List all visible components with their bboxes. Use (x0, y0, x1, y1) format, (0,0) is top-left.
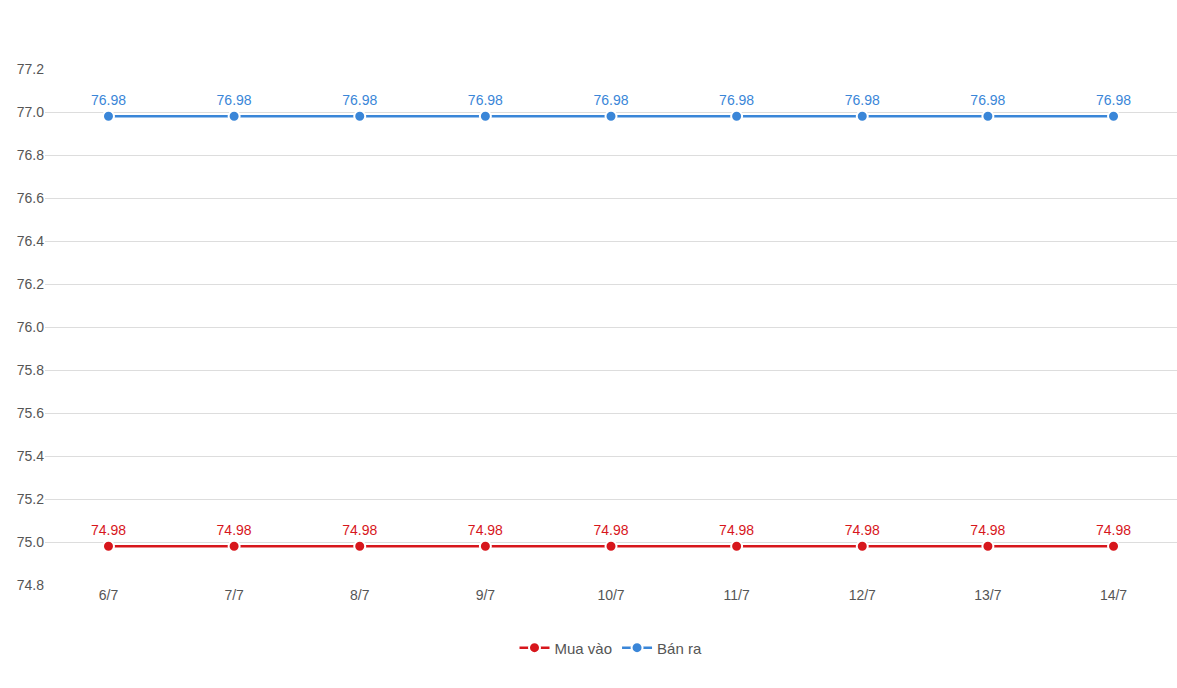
svg-text:Mua vào: Mua vào (555, 640, 613, 657)
svg-text:76.98: 76.98 (719, 92, 754, 108)
svg-text:11/7: 11/7 (724, 587, 750, 603)
svg-text:13/7: 13/7 (974, 587, 1001, 603)
svg-text:77.2: 77.2 (17, 61, 44, 77)
svg-text:Bán ra: Bán ra (657, 640, 702, 657)
svg-text:76.98: 76.98 (845, 92, 880, 108)
svg-text:75.4: 75.4 (17, 448, 44, 464)
svg-text:77.0: 77.0 (17, 104, 44, 120)
svg-text:75.8: 75.8 (17, 362, 44, 378)
svg-text:75.6: 75.6 (17, 405, 44, 421)
svg-text:74.98: 74.98 (845, 522, 880, 538)
svg-text:14/7: 14/7 (1100, 587, 1127, 603)
svg-text:76.8: 76.8 (17, 147, 44, 163)
svg-text:76.6: 76.6 (17, 190, 44, 206)
svg-text:75.2: 75.2 (17, 491, 44, 507)
svg-text:76.98: 76.98 (217, 92, 252, 108)
svg-text:76.98: 76.98 (593, 92, 628, 108)
svg-text:76.4: 76.4 (17, 233, 44, 249)
svg-text:76.98: 76.98 (91, 92, 126, 108)
svg-text:74.98: 74.98 (217, 522, 252, 538)
svg-text:75.0: 75.0 (17, 534, 44, 550)
svg-text:76.98: 76.98 (1096, 92, 1131, 108)
svg-text:76.0: 76.0 (17, 319, 44, 335)
svg-text:74.8: 74.8 (17, 577, 44, 593)
svg-text:6/7: 6/7 (99, 587, 119, 603)
svg-text:74.98: 74.98 (1096, 522, 1131, 538)
svg-text:9/7: 9/7 (476, 587, 496, 603)
svg-text:74.98: 74.98 (342, 522, 377, 538)
svg-text:74.98: 74.98 (719, 522, 754, 538)
svg-text:76.98: 76.98 (970, 92, 1005, 108)
svg-text:76.2: 76.2 (17, 276, 44, 292)
svg-text:12/7: 12/7 (849, 587, 876, 603)
svg-text:74.98: 74.98 (91, 522, 126, 538)
svg-text:74.98: 74.98 (593, 522, 628, 538)
svg-text:10/7: 10/7 (597, 587, 624, 603)
svg-text:74.98: 74.98 (468, 522, 503, 538)
svg-text:74.98: 74.98 (970, 522, 1005, 538)
svg-text:76.98: 76.98 (468, 92, 503, 108)
svg-text:8/7: 8/7 (350, 587, 370, 603)
svg-text:76.98: 76.98 (342, 92, 377, 108)
svg-text:7/7: 7/7 (224, 587, 244, 603)
